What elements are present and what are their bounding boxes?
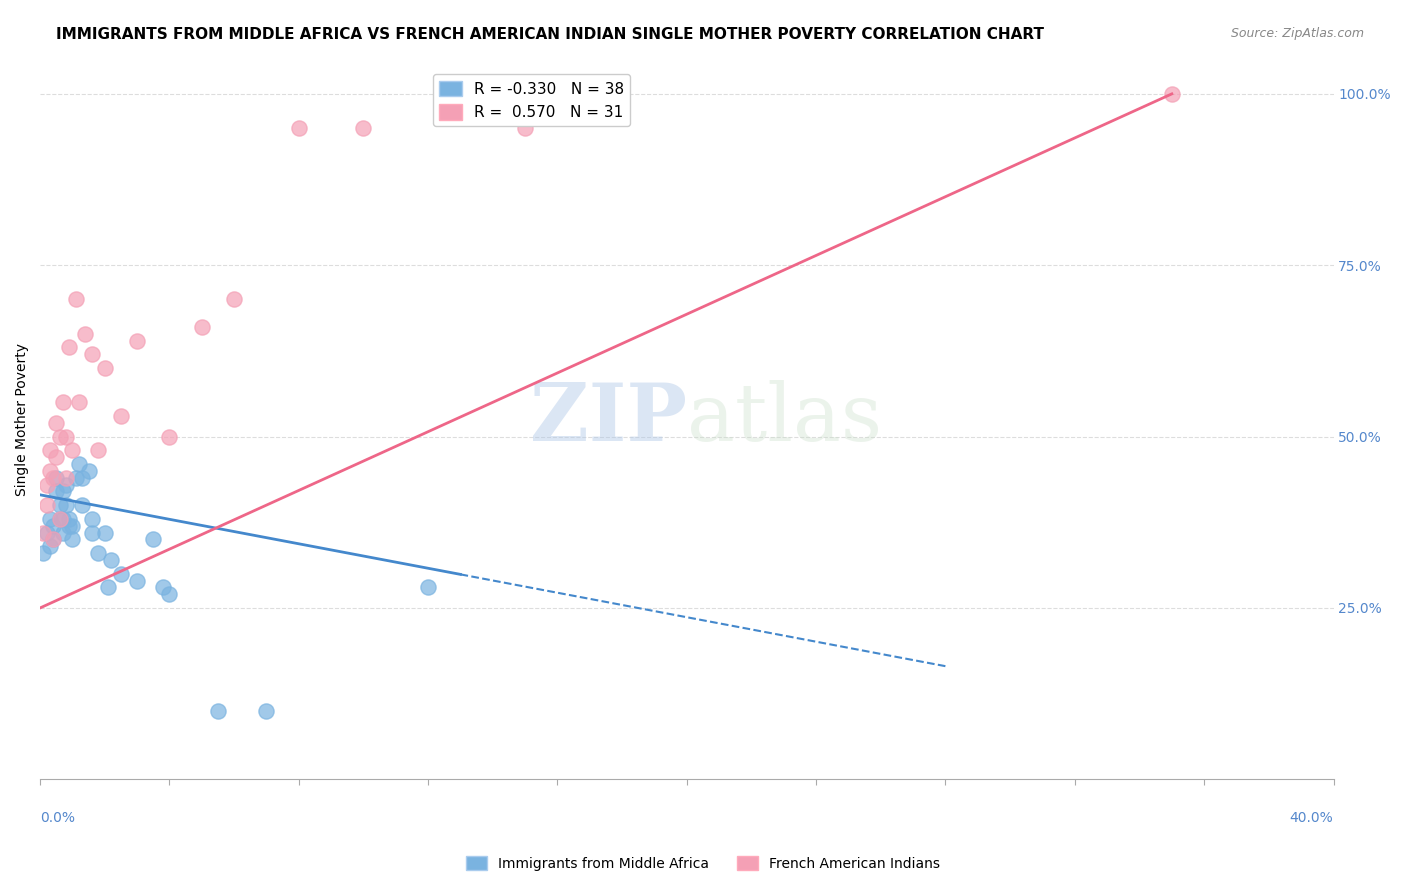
Point: [35, 477, 58, 491]
Point: [70, 498, 93, 512]
Point: [62, 443, 84, 458]
Point: [42, 533, 65, 547]
Point: [52, 395, 75, 409]
Point: [55, 471, 77, 485]
Point: [38, 443, 60, 458]
Point: [58, 512, 80, 526]
Point: [45, 484, 67, 499]
Point: [67, 457, 90, 471]
Y-axis label: Single Mother Poverty: Single Mother Poverty: [15, 343, 30, 496]
Point: [35, 498, 58, 512]
Legend: R = -0.330   N = 38, R =  0.570   N = 31: R = -0.330 N = 38, R = 0.570 N = 31: [433, 74, 630, 127]
Point: [80, 525, 103, 540]
Point: [45, 450, 67, 464]
Point: [159, 587, 181, 601]
Point: [224, 293, 246, 307]
Point: [48, 498, 70, 512]
Point: [94, 525, 117, 540]
Point: [127, 334, 149, 348]
Point: [65, 293, 87, 307]
Point: [52, 512, 75, 526]
Point: [48, 429, 70, 443]
Point: [110, 409, 132, 423]
Point: [38, 464, 60, 478]
Point: [207, 704, 229, 718]
Point: [288, 121, 311, 136]
Point: [35, 525, 58, 540]
Point: [58, 341, 80, 355]
Point: [1160, 87, 1182, 101]
Point: [159, 429, 181, 443]
Point: [55, 429, 77, 443]
Text: ZIP: ZIP: [530, 380, 686, 458]
Point: [48, 512, 70, 526]
Point: [67, 395, 90, 409]
Point: [55, 498, 77, 512]
Point: [191, 319, 214, 334]
Point: [513, 121, 536, 136]
Point: [42, 533, 65, 547]
Point: [152, 580, 174, 594]
Point: [87, 546, 110, 560]
Point: [42, 471, 65, 485]
Point: [80, 347, 103, 361]
Point: [100, 553, 122, 567]
Point: [94, 361, 117, 376]
Point: [38, 512, 60, 526]
Text: 0.0%: 0.0%: [41, 812, 75, 825]
Point: [127, 574, 149, 588]
Point: [97, 580, 120, 594]
Point: [45, 471, 67, 485]
Point: [142, 533, 165, 547]
Point: [256, 704, 278, 718]
Point: [45, 416, 67, 430]
Text: 40.0%: 40.0%: [1289, 812, 1333, 825]
Point: [77, 464, 100, 478]
Point: [38, 539, 60, 553]
Text: atlas: atlas: [686, 380, 882, 458]
Point: [32, 546, 55, 560]
Point: [75, 326, 97, 341]
Point: [110, 566, 132, 581]
Point: [80, 512, 103, 526]
Point: [65, 471, 87, 485]
Point: [418, 580, 440, 594]
Legend: Immigrants from Middle Africa, French American Indians: Immigrants from Middle Africa, French Am…: [461, 850, 945, 876]
Text: Source: ZipAtlas.com: Source: ZipAtlas.com: [1230, 27, 1364, 40]
Point: [52, 525, 75, 540]
Text: IMMIGRANTS FROM MIDDLE AFRICA VS FRENCH AMERICAN INDIAN SINGLE MOTHER POVERTY CO: IMMIGRANTS FROM MIDDLE AFRICA VS FRENCH …: [56, 27, 1045, 42]
Point: [52, 484, 75, 499]
Point: [55, 477, 77, 491]
Point: [48, 512, 70, 526]
Point: [42, 518, 65, 533]
Point: [32, 525, 55, 540]
Point: [62, 518, 84, 533]
Point: [70, 471, 93, 485]
Point: [58, 518, 80, 533]
Point: [353, 121, 375, 136]
Point: [62, 533, 84, 547]
Point: [87, 443, 110, 458]
